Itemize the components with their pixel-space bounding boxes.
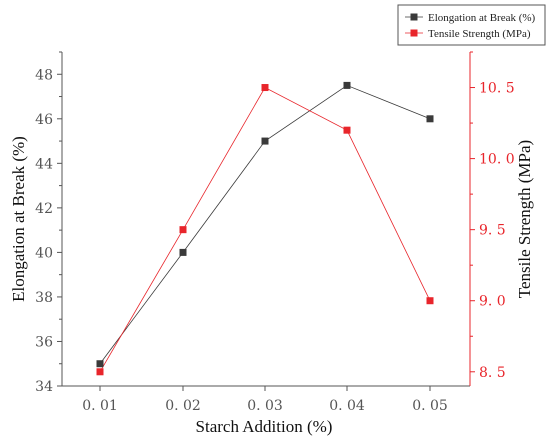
left-tick-label: 48 xyxy=(35,67,53,83)
legend-marker-elongation xyxy=(410,13,418,21)
left-tick-label: 34 xyxy=(35,379,53,395)
data-point-elongation-4 xyxy=(426,115,434,123)
legend-label-elongation: Elongation at Break (%) xyxy=(428,12,536,24)
series-line-elongation xyxy=(99,84,431,364)
left-axis-ticks: 34 36 38 40 42 44 46 48 xyxy=(35,51,62,395)
y-axis-right-title: Tensile Strength (MPa) xyxy=(515,140,534,298)
bottom-axis-ticks: 0. 01 0. 02 0. 03 0. 04 0. 05 xyxy=(82,386,448,414)
data-point-tensile-2 xyxy=(261,84,269,92)
legend: Elongation at Break (%) Tensile Strength… xyxy=(397,4,546,46)
data-point-tensile-3 xyxy=(343,126,351,134)
right-axis-ticks: 8. 5 9. 0 9. 5 10. 0 10. 5 xyxy=(470,51,515,381)
series-line-tensile xyxy=(99,87,431,372)
left-tick-label: 46 xyxy=(35,112,53,128)
y-axis-left-title: Elongation at Break (%) xyxy=(9,136,28,302)
left-tick-label: 44 xyxy=(35,156,53,172)
right-tick-label: 10. 0 xyxy=(479,152,515,168)
right-tick-label: 9. 0 xyxy=(479,294,506,310)
right-tick-label: 10. 5 xyxy=(479,81,515,97)
left-tick-label: 42 xyxy=(35,201,53,217)
right-tick-label: 9. 5 xyxy=(479,223,506,239)
x-tick-label: 0. 03 xyxy=(247,398,283,414)
legend-box xyxy=(397,4,546,46)
x-axis-title: Starch Addition (%) xyxy=(196,417,333,436)
data-point-tensile-1 xyxy=(179,226,187,234)
series-points xyxy=(96,81,434,376)
data-point-elongation-1 xyxy=(179,248,187,256)
x-tick-label: 0. 02 xyxy=(165,398,201,414)
x-tick-label: 0. 04 xyxy=(329,398,365,414)
data-point-tensile-0 xyxy=(96,368,104,376)
series-lines xyxy=(99,84,431,372)
left-tick-label: 38 xyxy=(35,290,53,306)
data-point-elongation-3 xyxy=(343,81,351,89)
data-point-elongation-2 xyxy=(261,137,269,145)
x-tick-label: 0. 05 xyxy=(412,398,448,414)
data-point-elongation-0 xyxy=(96,360,104,368)
left-tick-label: 40 xyxy=(35,245,53,261)
x-tick-label: 0. 01 xyxy=(82,398,118,414)
left-tick-label: 36 xyxy=(35,334,53,350)
legend-label-tensile: Tensile Strength (MPa) xyxy=(428,28,531,40)
legend-marker-tensile xyxy=(410,29,418,37)
right-tick-label: 8. 5 xyxy=(479,365,506,381)
data-point-tensile-4 xyxy=(426,297,434,305)
